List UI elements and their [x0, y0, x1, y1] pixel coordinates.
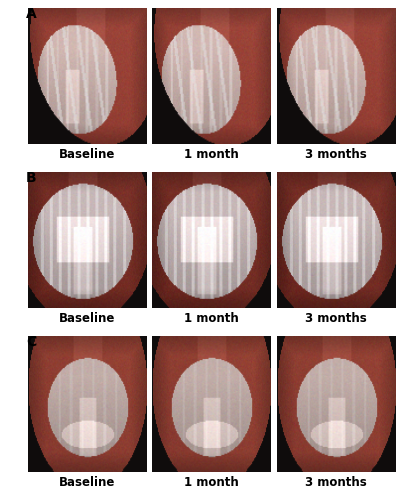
- Text: 1 month: 1 month: [184, 148, 239, 161]
- Text: 3 months: 3 months: [305, 476, 367, 490]
- Text: 3 months: 3 months: [305, 148, 367, 161]
- Text: A: A: [26, 6, 37, 20]
- Text: Baseline: Baseline: [59, 476, 115, 490]
- Text: C: C: [26, 335, 36, 349]
- Text: B: B: [26, 170, 37, 184]
- Text: 1 month: 1 month: [184, 312, 239, 326]
- Text: 1 month: 1 month: [184, 476, 239, 490]
- Text: Baseline: Baseline: [59, 312, 115, 326]
- Text: Baseline: Baseline: [59, 148, 115, 161]
- Text: 3 months: 3 months: [305, 312, 367, 326]
